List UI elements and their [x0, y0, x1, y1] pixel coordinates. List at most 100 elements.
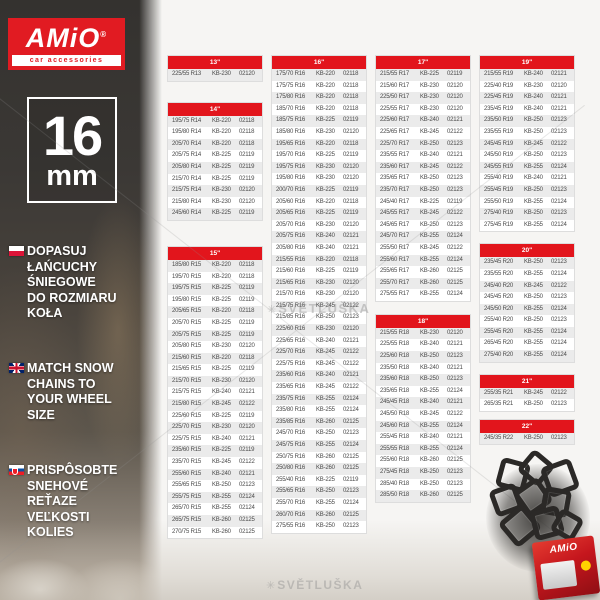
tire-size-cell: 245/50 R20 — [484, 305, 514, 312]
tire-size-cell: 255/75 R15 — [172, 493, 202, 500]
table-row: 255/55 R18 KB-255 02124 — [376, 443, 470, 456]
table-row: 215/60 R17 KB-230 02120 — [376, 81, 470, 93]
part-number-cell: 02123 — [447, 140, 463, 147]
tire-size-cell: 255/45 R19 — [484, 186, 514, 193]
part-number-cell: 02119 — [343, 117, 359, 124]
chain-code-cell: KB-260 — [316, 453, 335, 460]
table-row: 245/50 R20 KB-255 02124 — [480, 303, 574, 316]
tire-size-cell: 235/60 R15 — [172, 447, 202, 454]
table-row: 195/75 R15 KB-225 02119 — [168, 283, 262, 295]
table-row: 185/80 R16 KB-230 02120 — [272, 127, 366, 139]
tire-size-cell: 225/40 R19 — [484, 82, 514, 89]
tire-size-cell: 195/75 R14 — [172, 117, 202, 124]
part-number-cell: 02120 — [239, 377, 255, 384]
tire-size-cell: 255/40 R16 — [276, 476, 306, 483]
tire-size-cell: 225/75 R15 — [172, 435, 202, 442]
tire-size-cell: 215/55 R18 — [380, 329, 410, 336]
size-table-14-inch: 14" 195/75 R14 KB-220 02118 195/80 R14 KB-220… — [167, 101, 263, 221]
part-number-cell: 02120 — [447, 82, 463, 89]
part-number-cell: 02122 — [447, 244, 463, 251]
chain-code-cell: KB-255 — [524, 328, 543, 335]
part-number-cell: 02118 — [239, 273, 255, 280]
tire-size-cell: 225/75 R16 — [276, 360, 306, 367]
table-header: 20" — [480, 244, 574, 258]
tire-size-cell: 245/45 R18 — [380, 399, 410, 406]
table-row: 245/55 R19 KB-255 02124 — [480, 161, 574, 174]
tire-size-cell: 275/45 R18 — [380, 469, 410, 475]
table-row: 215/65 R16 KB-230 02120 — [272, 277, 366, 290]
chain-code-cell: KB-255 — [524, 221, 543, 228]
table-header: 21" — [480, 374, 574, 388]
part-number-cell: 02118 — [343, 82, 359, 89]
tire-size-cell: 275/45 R19 — [484, 221, 514, 228]
table-header: 16" — [272, 56, 366, 69]
part-number-cell: 02121 — [447, 341, 463, 348]
chain-code-cell: KB-240 — [316, 233, 335, 240]
tire-size-cell: 225/60 R17 — [380, 117, 410, 124]
chain-code-cell: KB-245 — [316, 302, 335, 309]
part-number-cell: 02120 — [551, 82, 567, 89]
chain-code-cell: KB-255 — [212, 505, 231, 512]
chain-code-cell: KB-220 — [212, 129, 231, 136]
chain-code-cell: KB-245 — [212, 401, 231, 408]
tire-size-cell: 235/50 R19 — [484, 117, 514, 124]
tire-size-cell: 175/70 R16 — [276, 71, 306, 77]
poland-flag-icon — [9, 246, 24, 256]
table-header: 17" — [376, 56, 470, 69]
chain-code-cell: KB-220 — [316, 105, 335, 112]
part-number-cell: 02123 — [551, 210, 567, 217]
tire-size-cell: 260/70 R16 — [276, 511, 306, 518]
tire-size-cell: 225/70 R15 — [172, 424, 202, 431]
chain-code-cell: KB-255 — [524, 198, 543, 205]
part-number-cell: 02122 — [343, 360, 359, 367]
chain-code-cell: KB-230 — [420, 105, 439, 112]
chain-code-cell: KB-225 — [212, 412, 231, 419]
table-row: 245/50 R18 KB-245 02122 — [376, 409, 470, 421]
part-number-cell: 02120 — [343, 279, 359, 286]
tire-size-cell: 245/40 R17 — [380, 198, 410, 205]
chain-code-cell: KB-245 — [420, 163, 439, 170]
tire-size-cell: 225/60 R15 — [172, 412, 202, 419]
tire-size-cell: 235/70 R15 — [172, 459, 202, 466]
part-number-cell: 02118 — [239, 140, 255, 147]
part-number-cell: 02119 — [239, 296, 255, 303]
part-number-cell: 02122 — [343, 349, 359, 356]
tire-size-cell: 235/65 R18 — [380, 387, 410, 394]
tire-size-cell: 235/65 R16 — [276, 384, 306, 391]
chain-code-cell: KB-220 — [316, 256, 335, 263]
chain-code-cell: KB-245 — [420, 411, 439, 418]
table-row: 235/50 R19 KB-250 02123 — [480, 115, 574, 127]
tire-size-cell: 255/65 R16 — [276, 488, 306, 495]
chain-code-cell: KB-245 — [524, 282, 543, 289]
size-tables-column-4: 19" 215/55 R19 KB-240 02121 225/40 R19 KB-230… — [479, 55, 575, 446]
table-row: 235/60 R18 KB-250 02123 — [376, 374, 470, 386]
chain-code-cell: KB-250 — [316, 314, 335, 321]
table-row: 205/75 R14 KB-225 02119 — [168, 150, 262, 162]
chain-code-cell: KB-250 — [420, 469, 439, 475]
tire-size-cell: 245/50 R18 — [380, 411, 410, 418]
lang-line: YOUR WHEEL — [27, 392, 112, 406]
tire-size-cell: 225/65 R16 — [276, 337, 306, 344]
table-row: 215/75 R16 KB-245 02122 — [272, 300, 366, 313]
table-row: 195/70 R15 KB-220 02118 — [168, 272, 262, 284]
tire-size-cell: 185/80 R16 — [276, 128, 306, 135]
tire-size-cell: 185/80 R15 — [172, 261, 202, 268]
table-row: 225/75 R15 KB-240 02121 — [168, 434, 262, 446]
part-number-cell: 02122 — [447, 163, 463, 170]
tire-size-cell: 235/60 R18 — [380, 376, 410, 383]
size-tables-column-1: 13" 225/55 R13 KB-230 02120 14" 195/75 R14 KB-… — [167, 55, 263, 540]
table-row: 205/70 R16 KB-230 02120 — [272, 220, 366, 232]
part-number-cell: 02124 — [447, 291, 463, 298]
tire-size-cell: 265/70 R15 — [172, 505, 202, 512]
chain-code-cell: KB-230 — [316, 291, 335, 298]
tire-size-cell: 205/80 R14 — [172, 163, 202, 170]
part-number-cell: 02122 — [447, 128, 463, 135]
lang-line: ŁAŃCUCHY — [27, 259, 98, 274]
part-number-cell: 02124 — [343, 395, 359, 402]
table-row: 205/70 R15 KB-225 02119 — [168, 318, 262, 330]
tire-size-cell: 285/40 R18 — [380, 480, 410, 487]
tire-size-cell: 245/60 R18 — [380, 422, 410, 429]
part-number-cell: 02119 — [239, 175, 255, 182]
tire-size-cell: 245/55 R17 — [380, 210, 410, 217]
part-number-cell: 02124 — [239, 493, 255, 500]
